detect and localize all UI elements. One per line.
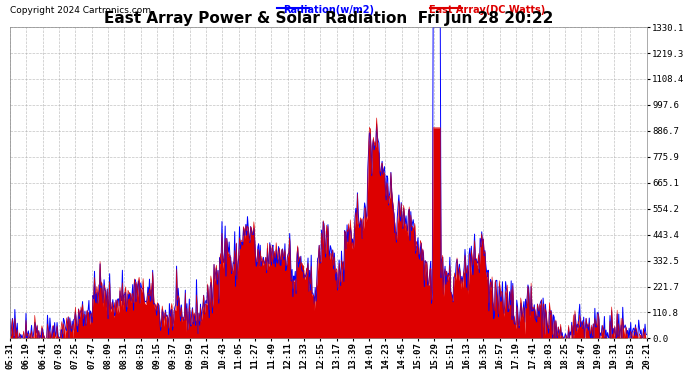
Text: Radiation(w/m2): Radiation(w/m2): [283, 4, 374, 15]
Text: Copyright 2024 Cartronics.com: Copyright 2024 Cartronics.com: [10, 6, 151, 15]
Text: East Array(DC Watts): East Array(DC Watts): [429, 4, 546, 15]
Title: East Array Power & Solar Radiation  Fri Jun 28 20:22: East Array Power & Solar Radiation Fri J…: [104, 11, 553, 26]
